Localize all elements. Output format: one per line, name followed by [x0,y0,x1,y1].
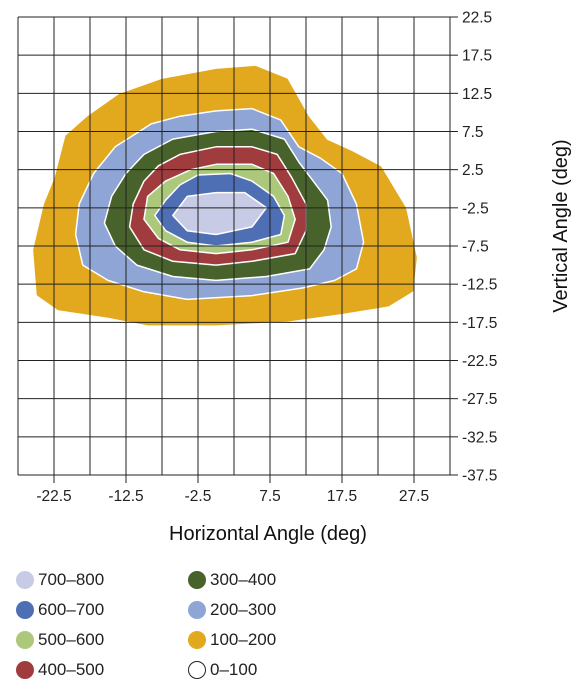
legend-swatch-icon [188,601,206,619]
legend-item: 600–700 [16,598,104,622]
y-tick-label: -27.5 [462,391,497,408]
y-tick-label: -32.5 [462,429,497,446]
y-tick-label: -22.5 [462,353,497,370]
legend-item: 0–100 [188,658,257,682]
legend-label: 500–600 [38,630,105,649]
legend-swatch-icon [16,661,34,679]
x-tick-label: 27.5 [399,488,429,505]
legend-label: 200–300 [210,600,277,619]
y-tick-label: -37.5 [462,468,497,485]
y-tick-label: 12.5 [462,86,492,103]
x-tick-label: -12.5 [108,488,143,505]
x-axis-title: Horizontal Angle (deg) [169,523,367,545]
legend-label: 300–400 [210,570,277,589]
grid-lines [17,16,458,483]
legend-swatch-icon [188,661,206,679]
legend-label: 0–100 [210,660,258,679]
legend-swatch-icon [16,571,34,589]
y-tick-label: 22.5 [462,10,492,27]
legend-item: 100–200 [188,628,276,652]
legend-item: 400–500 [16,658,104,682]
y-tick-label: 2.5 [462,162,484,179]
y-axis-title: Vertical Angle (deg) [550,139,572,312]
contour-band-700–800 [172,191,268,236]
x-tick-label: 17.5 [327,488,357,505]
y-tick-label: 7.5 [462,124,484,141]
contour-fills [31,64,419,327]
legend-label: 400–500 [38,660,105,679]
y-tick-label: -12.5 [462,277,497,294]
legend-item: 200–300 [188,598,276,622]
x-tick-label: -22.5 [36,488,71,505]
legend-swatch-icon [188,571,206,589]
legend-swatch-icon [188,631,206,649]
legend-label: 100–200 [210,630,277,649]
legend: 700–800 600–700 500–600 400–500 300–400 200–3… [16,568,356,688]
legend-swatch-icon [16,631,34,649]
x-tick-label: 7.5 [259,488,281,505]
legend-item: 500–600 [16,628,104,652]
legend-label: 600–700 [38,600,105,619]
contour-chart: 22.5 17.5 12.5 7.5 2.5 -2.5 -7.5 -12.5 -17.5 -22.… [17,10,572,545]
y-tick-label: -2.5 [462,200,489,217]
x-tick-label: -2.5 [185,488,212,505]
y-tick-label: 17.5 [462,48,492,65]
y-tick-label: -17.5 [462,315,497,332]
x-tick-labels: -22.5 -12.5 -2.5 7.5 17.5 27.5 [36,488,429,505]
legend-item: 700–800 [16,568,104,592]
y-tick-labels: 22.5 17.5 12.5 7.5 2.5 -2.5 -7.5 -12.5 -17.5 -22.… [462,10,497,485]
legend-label: 700–800 [38,570,105,589]
legend-item: 300–400 [188,568,276,592]
legend-swatch-icon [16,601,34,619]
y-tick-label: -7.5 [462,239,489,256]
